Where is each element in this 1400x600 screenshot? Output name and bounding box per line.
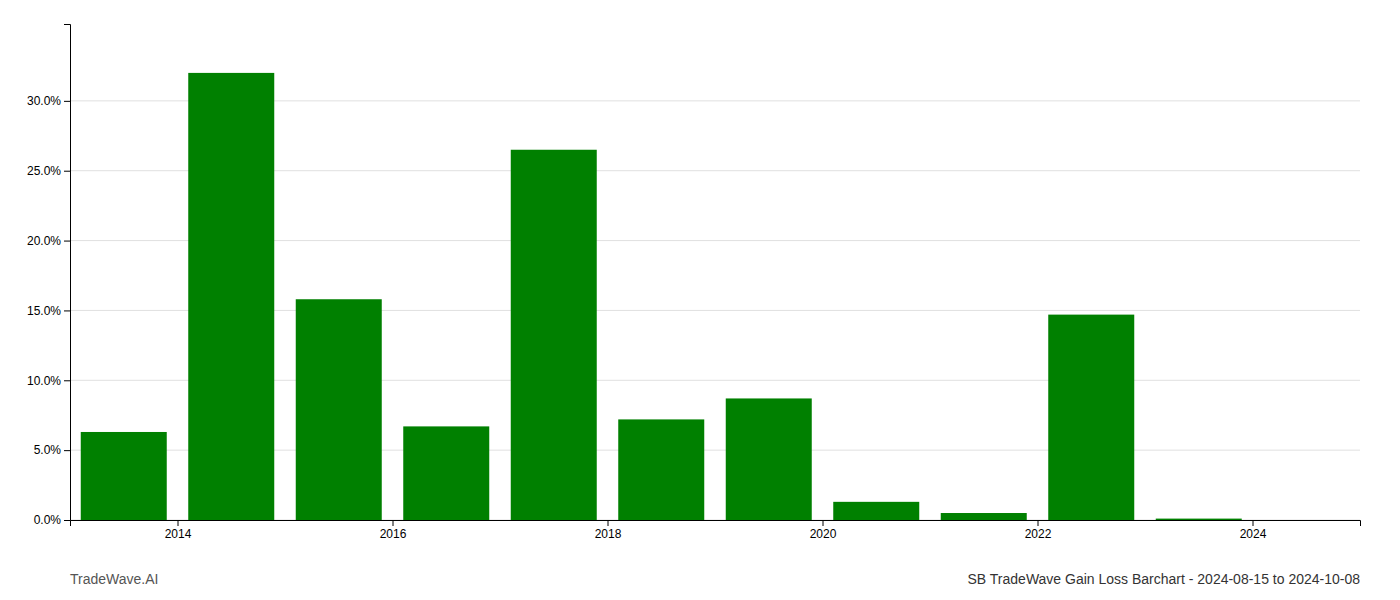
chart: 2014 2016 2018 2020 2022 2024 0.0% 5.0% 10.0% 15.… bbox=[0, 0, 1400, 600]
x-tick: 2016 bbox=[380, 520, 407, 541]
x-tick: 2020 bbox=[810, 520, 837, 541]
y-axis-line bbox=[64, 25, 71, 521]
y-tick-label: 10.0% bbox=[27, 374, 61, 388]
x-tick-mark bbox=[823, 520, 824, 526]
y-tick-label: 25.0% bbox=[27, 164, 61, 178]
plot: 2014 2016 2018 2020 2022 2024 0.0% 5.0% 10.0% 15.… bbox=[27, 25, 1361, 541]
y-tick-mark bbox=[64, 241, 70, 242]
x-axis-line bbox=[71, 521, 1361, 527]
bar bbox=[511, 150, 597, 520]
y-tick-mark bbox=[64, 101, 70, 102]
y-tick-label: 0.0% bbox=[34, 513, 62, 527]
x-tick: 2024 bbox=[1240, 520, 1267, 541]
y-tick-mark bbox=[64, 171, 70, 172]
x-tick-label: 2020 bbox=[810, 527, 837, 541]
x-tick-label: 2022 bbox=[1025, 527, 1052, 541]
y-tick-label: 5.0% bbox=[34, 443, 62, 457]
y-tick-mark bbox=[64, 520, 70, 521]
bar bbox=[1156, 519, 1242, 520]
y-tick: 25.0% bbox=[27, 164, 70, 178]
y-tick: 10.0% bbox=[27, 374, 70, 388]
x-tick-mark bbox=[1253, 520, 1254, 526]
x-tick-label: 2014 bbox=[165, 527, 192, 541]
x-tick-label: 2024 bbox=[1240, 527, 1267, 541]
bar bbox=[1048, 315, 1134, 520]
bar bbox=[941, 513, 1027, 520]
x-axis: 2014 2016 2018 2020 2022 2024 bbox=[71, 520, 1361, 541]
y-tick-mark bbox=[64, 380, 70, 381]
y-tick-mark bbox=[64, 310, 70, 311]
x-tick: 2014 bbox=[165, 520, 192, 541]
y-tick-label: 30.0% bbox=[27, 94, 61, 108]
x-tick: 2018 bbox=[595, 520, 622, 541]
y-tick: 20.0% bbox=[27, 234, 70, 248]
y-tick: 30.0% bbox=[27, 94, 70, 108]
y-tick-label: 15.0% bbox=[27, 304, 61, 318]
x-tick-mark bbox=[393, 520, 394, 526]
bar bbox=[296, 299, 382, 520]
x-tick-mark bbox=[1038, 520, 1039, 526]
x-tick-label: 2016 bbox=[380, 527, 407, 541]
y-tick: 0.0% bbox=[34, 513, 70, 527]
y-tick-label: 20.0% bbox=[27, 234, 61, 248]
bar bbox=[618, 419, 704, 520]
bars bbox=[81, 73, 1242, 520]
x-tick: 2022 bbox=[1025, 520, 1052, 541]
bar bbox=[81, 432, 167, 520]
y-tick: 5.0% bbox=[34, 443, 70, 457]
y-axis: 0.0% 5.0% 10.0% 15.0% 20.0% 25.0% 30.0% bbox=[27, 25, 71, 528]
y-tick-mark bbox=[64, 450, 70, 451]
bar bbox=[188, 73, 274, 520]
x-tick-mark bbox=[178, 520, 179, 526]
bar bbox=[403, 426, 489, 520]
x-tick-mark bbox=[608, 520, 609, 526]
bar bbox=[726, 398, 812, 520]
annotation: TradeWave.AI bbox=[70, 571, 158, 587]
bar bbox=[833, 502, 919, 520]
x-tick-label: 2018 bbox=[595, 527, 622, 541]
y-tick: 15.0% bbox=[27, 304, 70, 318]
title: SB TradeWave Gain Loss Barchart - 2024-0… bbox=[968, 571, 1361, 587]
